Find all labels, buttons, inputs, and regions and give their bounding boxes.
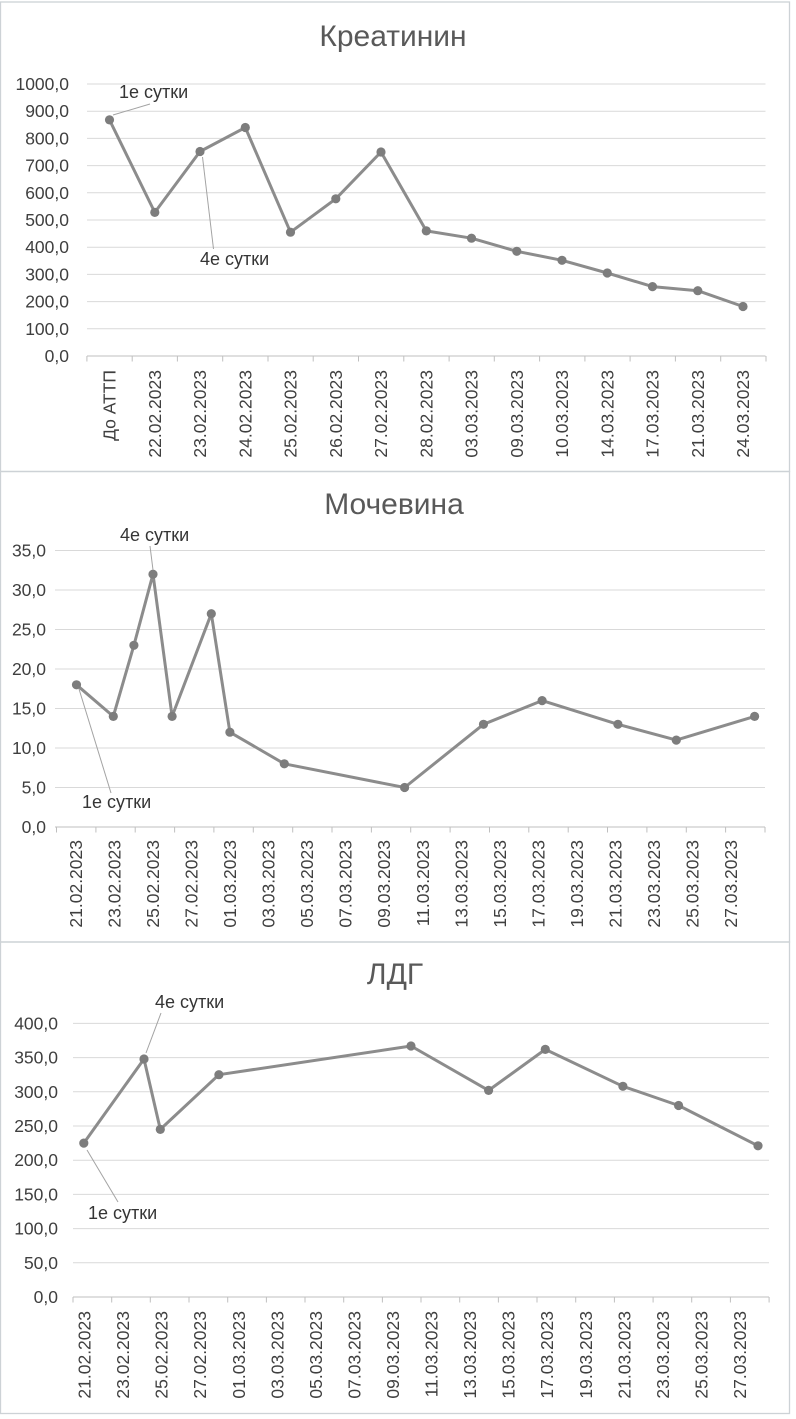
svg-text:27.02.2023: 27.02.2023 <box>190 1311 210 1399</box>
svg-text:25.02.2023: 25.02.2023 <box>143 840 163 928</box>
svg-text:800,0: 800,0 <box>25 128 69 148</box>
svg-text:5,0: 5,0 <box>22 778 47 798</box>
svg-text:200,0: 200,0 <box>14 1150 58 1170</box>
svg-text:Мочевина: Мочевина <box>324 488 464 521</box>
svg-text:23.02.2023: 23.02.2023 <box>113 1311 133 1399</box>
svg-text:21.03.2023: 21.03.2023 <box>614 1311 634 1399</box>
svg-text:25.02.2023: 25.02.2023 <box>152 1311 172 1399</box>
svg-text:23.02.2023: 23.02.2023 <box>190 370 210 458</box>
svg-text:400,0: 400,0 <box>14 1013 58 1033</box>
svg-text:150,0: 150,0 <box>14 1184 58 1204</box>
svg-text:24.03.2023: 24.03.2023 <box>733 370 753 458</box>
svg-text:17.03.2023: 17.03.2023 <box>537 1311 557 1399</box>
svg-text:100,0: 100,0 <box>25 319 69 339</box>
svg-text:25.03.2023: 25.03.2023 <box>683 840 703 928</box>
svg-text:05.03.2023: 05.03.2023 <box>297 840 317 928</box>
svg-text:0,0: 0,0 <box>45 346 70 366</box>
svg-text:27.02.2023: 27.02.2023 <box>371 370 391 458</box>
svg-text:10.03.2023: 10.03.2023 <box>552 370 572 458</box>
svg-text:14.03.2023: 14.03.2023 <box>597 370 617 458</box>
svg-text:11.03.2023: 11.03.2023 <box>413 840 433 926</box>
svg-text:1е сутки: 1е сутки <box>82 792 151 812</box>
svg-text:15.03.2023: 15.03.2023 <box>499 1311 519 1399</box>
svg-text:17.03.2023: 17.03.2023 <box>643 370 663 458</box>
svg-text:0,0: 0,0 <box>22 817 47 837</box>
svg-text:ЛДГ: ЛДГ <box>367 958 423 991</box>
svg-text:28.02.2023: 28.02.2023 <box>416 370 436 458</box>
svg-text:15.03.2023: 15.03.2023 <box>490 840 510 928</box>
svg-text:09.03.2023: 09.03.2023 <box>507 370 527 458</box>
svg-text:4е сутки: 4е сутки <box>155 992 224 1012</box>
svg-text:20,0: 20,0 <box>12 659 46 679</box>
svg-text:13.03.2023: 13.03.2023 <box>451 840 471 928</box>
svg-text:01.03.2023: 01.03.2023 <box>220 840 240 928</box>
svg-text:35,0: 35,0 <box>12 541 46 561</box>
svg-text:300,0: 300,0 <box>25 264 69 284</box>
svg-text:50,0: 50,0 <box>24 1253 58 1273</box>
svg-text:200,0: 200,0 <box>25 292 69 312</box>
svg-text:27.03.2023: 27.03.2023 <box>730 1311 750 1399</box>
svg-text:1е сутки: 1е сутки <box>88 1203 157 1223</box>
svg-text:250,0: 250,0 <box>14 1116 58 1136</box>
svg-text:4е сутки: 4е сутки <box>200 249 269 269</box>
svg-text:700,0: 700,0 <box>25 156 69 176</box>
svg-text:1000,0: 1000,0 <box>15 74 69 94</box>
svg-text:21.03.2023: 21.03.2023 <box>606 840 626 928</box>
svg-text:10,0: 10,0 <box>12 738 46 758</box>
svg-text:09.03.2023: 09.03.2023 <box>374 840 394 928</box>
svg-text:19.03.2023: 19.03.2023 <box>567 840 587 928</box>
svg-text:300,0: 300,0 <box>14 1082 58 1102</box>
svg-text:Креатинин: Креатинин <box>319 20 466 53</box>
svg-text:07.03.2023: 07.03.2023 <box>336 840 356 928</box>
svg-text:600,0: 600,0 <box>25 183 69 203</box>
svg-text:25,0: 25,0 <box>12 620 46 640</box>
svg-text:03.03.2023: 03.03.2023 <box>267 1311 287 1399</box>
svg-text:27.03.2023: 27.03.2023 <box>721 840 741 928</box>
svg-text:03.03.2023: 03.03.2023 <box>462 370 482 458</box>
svg-text:23.02.2023: 23.02.2023 <box>104 840 124 928</box>
svg-text:09.03.2023: 09.03.2023 <box>383 1311 403 1399</box>
svg-text:До АТТП: До АТТП <box>100 370 120 441</box>
svg-text:24.02.2023: 24.02.2023 <box>235 370 255 458</box>
svg-text:22.02.2023: 22.02.2023 <box>145 370 165 458</box>
svg-text:07.03.2023: 07.03.2023 <box>344 1311 364 1399</box>
svg-text:350,0: 350,0 <box>14 1048 58 1068</box>
svg-text:100,0: 100,0 <box>14 1219 58 1239</box>
svg-text:30,0: 30,0 <box>12 580 46 600</box>
svg-text:13.03.2023: 13.03.2023 <box>460 1311 480 1399</box>
svg-text:21.02.2023: 21.02.2023 <box>75 1311 95 1399</box>
svg-text:4е сутки: 4е сутки <box>120 525 189 545</box>
svg-text:05.03.2023: 05.03.2023 <box>306 1311 326 1399</box>
svg-text:19.03.2023: 19.03.2023 <box>576 1311 596 1399</box>
svg-text:26.02.2023: 26.02.2023 <box>326 370 346 458</box>
svg-text:21.03.2023: 21.03.2023 <box>688 370 708 458</box>
svg-text:400,0: 400,0 <box>25 237 69 257</box>
svg-text:17.03.2023: 17.03.2023 <box>528 840 548 928</box>
svg-text:0,0: 0,0 <box>34 1287 59 1307</box>
svg-text:21.02.2023: 21.02.2023 <box>66 840 86 928</box>
svg-text:15,0: 15,0 <box>12 699 46 719</box>
svg-text:23.03.2023: 23.03.2023 <box>644 840 664 928</box>
svg-text:11.03.2023: 11.03.2023 <box>422 1311 442 1397</box>
svg-text:23.03.2023: 23.03.2023 <box>653 1311 673 1399</box>
svg-text:03.03.2023: 03.03.2023 <box>259 840 279 928</box>
svg-text:25.03.2023: 25.03.2023 <box>691 1311 711 1399</box>
svg-text:01.03.2023: 01.03.2023 <box>229 1311 249 1399</box>
svg-text:25.02.2023: 25.02.2023 <box>281 370 301 458</box>
svg-text:1е сутки: 1е сутки <box>119 82 188 102</box>
svg-text:27.02.2023: 27.02.2023 <box>181 840 201 928</box>
svg-text:500,0: 500,0 <box>25 210 69 230</box>
svg-text:900,0: 900,0 <box>25 101 69 121</box>
